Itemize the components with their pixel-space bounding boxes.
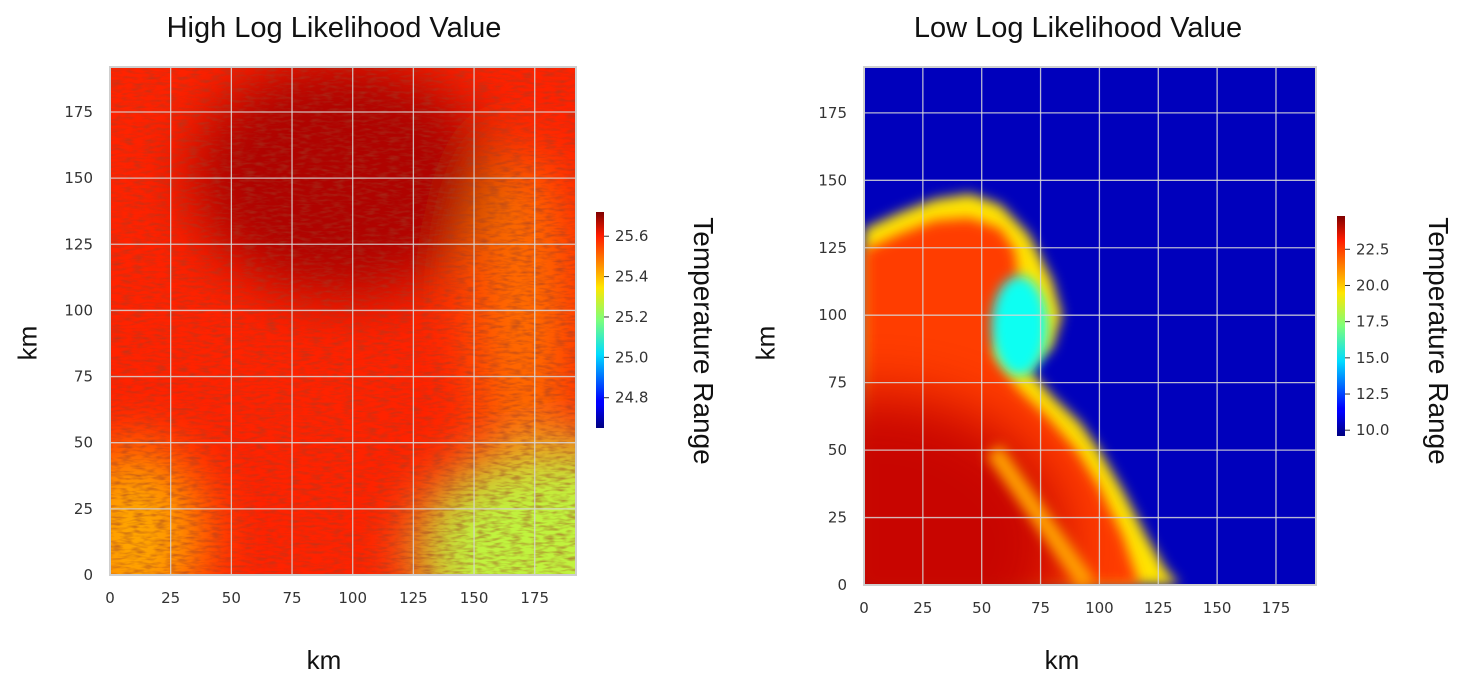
left-y-tick-label: 50 [74, 434, 93, 452]
left-chart-title: High Log Likelihood Value [166, 12, 502, 44]
right-y-tick-label: 75 [828, 374, 847, 392]
right-grid-lines [863, 67, 1316, 586]
left-x-tick-label: 125 [399, 589, 428, 607]
right-x-tick-label: 100 [1085, 599, 1114, 617]
right-x-tick-label: 50 [972, 599, 991, 617]
right-y-tick-label: 175 [818, 104, 847, 122]
right-x-tick-label: 150 [1203, 599, 1232, 617]
left-colorbar-tick-label: 24.8 [615, 389, 648, 407]
right-x-axis-label: km [1044, 645, 1080, 675]
right-colorbar-tick-label: 15.0 [1356, 349, 1389, 367]
left-x-tick-label: 150 [460, 589, 489, 607]
right-heatmap: 0 25 50 75 100 125 150 175 0 25 50 75 100 125 150 175 10… [818, 66, 1389, 617]
left-x-tick-label: 75 [282, 589, 301, 607]
left-field-texture [110, 67, 576, 575]
right-plot-frame [863, 66, 1317, 586]
left-plot-frame [109, 66, 577, 576]
right-y-tick-label: 150 [818, 171, 847, 189]
right-x-tick-label: 175 [1262, 599, 1291, 617]
left-y-tick-label: 100 [64, 301, 93, 319]
left-x-tick-label: 0 [105, 589, 115, 607]
right-warm-corner [864, 394, 1066, 585]
right-colorbar [1337, 216, 1345, 436]
right-colorbar-tick-label: 20.0 [1356, 276, 1389, 294]
left-colorbar [596, 212, 604, 428]
right-y-tick-label: 25 [828, 509, 847, 527]
left-colorbar-tick-label: 25.0 [615, 348, 648, 366]
left-colorbar-tick-label: 25.6 [615, 227, 648, 245]
right-x-tick-label: 125 [1144, 599, 1173, 617]
left-y-tick-label: 0 [83, 566, 93, 584]
left-heatmap-field [110, 67, 576, 575]
right-heatmap-field [864, 67, 1316, 585]
right-y-tick-label: 125 [818, 239, 847, 257]
right-x-tick-label: 0 [859, 599, 869, 617]
right-colorbar-tick-label: 12.5 [1356, 385, 1389, 403]
right-x-tick-label: 25 [913, 599, 932, 617]
right-colorbar-tick-label: 17.5 [1356, 313, 1389, 331]
right-y-tick-label: 0 [837, 576, 847, 594]
left-y-tick-label: 150 [64, 169, 93, 187]
right-y-tick-label: 50 [828, 441, 847, 459]
left-y-tick-label: 175 [64, 103, 93, 121]
left-y-tick-label: 125 [64, 235, 93, 253]
left-x-tick-label: 100 [338, 589, 367, 607]
left-colorbar-tick-label: 25.4 [615, 268, 648, 286]
right-chart-title: Low Log Likelihood Value [913, 12, 1243, 44]
right-x-tick-label: 75 [1031, 599, 1050, 617]
left-x-tick-label: 175 [520, 589, 549, 607]
right-colorbar-tick-label: 22.5 [1356, 240, 1389, 258]
left-colorbar-tick-label: 25.2 [615, 308, 648, 326]
left-y-tick-label: 75 [74, 368, 93, 386]
right-eddy-core [991, 276, 1048, 376]
right-y-tick-label: 100 [818, 306, 847, 324]
right-colorbar-tick-label: 10.0 [1356, 421, 1389, 439]
left-x-tick-label: 50 [222, 589, 241, 607]
left-x-tick-label: 25 [161, 589, 180, 607]
left-heatmap: 0 25 50 75 100 125 150 175 0 25 50 75 100 125 150 175 24… [64, 66, 648, 607]
left-y-tick-label: 25 [74, 500, 93, 518]
left-x-axis-label: km [306, 645, 342, 675]
